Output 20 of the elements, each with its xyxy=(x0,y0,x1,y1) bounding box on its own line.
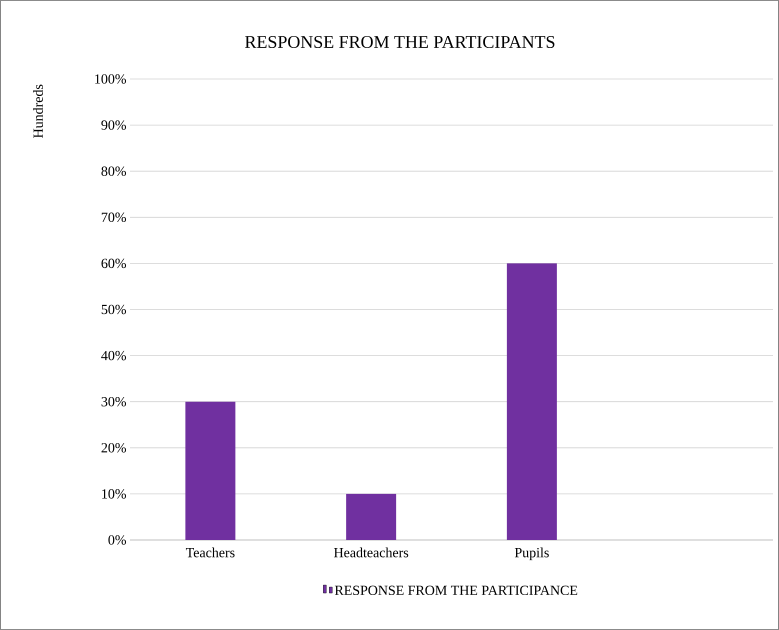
x-tick-label: Pupils xyxy=(514,548,549,560)
y-tick-label: 30% xyxy=(102,396,126,406)
y-tick-label: 100% xyxy=(95,74,126,84)
x-tick-label: Headteachers xyxy=(334,548,408,558)
y-tick-label: 0% xyxy=(108,535,126,545)
y-tick-label: 80% xyxy=(101,166,126,176)
legend-label: RESPONSE FROM THE PARTICIPANCE xyxy=(334,586,578,596)
y-tick-label: 40% xyxy=(101,350,126,360)
x-tick-label: Teachers xyxy=(186,548,235,558)
bar xyxy=(506,263,557,540)
y-tick-label: 50% xyxy=(102,304,126,314)
y-tick-label: 90% xyxy=(101,120,126,130)
y-tick-label: 60% xyxy=(102,258,126,268)
chart-title: RESPONSE FROM THE PARTICIPANTS xyxy=(245,36,554,48)
y-axis-title: Hundreds xyxy=(33,84,43,138)
bar xyxy=(185,402,236,540)
bar xyxy=(346,494,396,540)
y-tick-label: 10% xyxy=(102,489,126,499)
y-tick-label: 70% xyxy=(102,212,126,222)
y-tick-label: 20% xyxy=(102,443,126,453)
